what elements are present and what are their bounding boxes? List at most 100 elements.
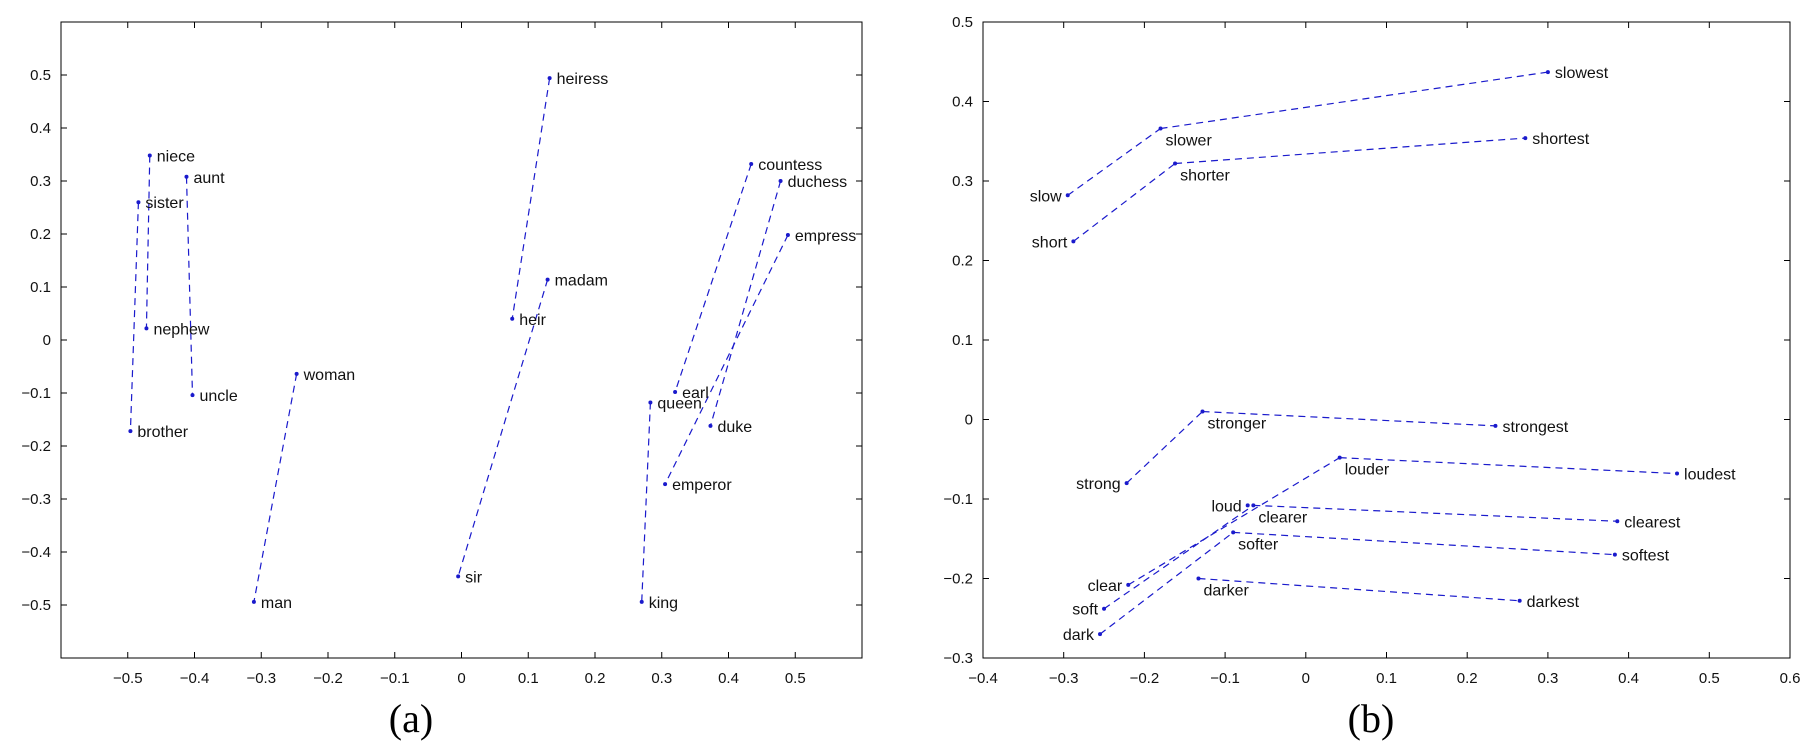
point-label-madam: madam: [555, 273, 608, 290]
point-label-loud: loud: [1211, 498, 1241, 515]
point-brother: [128, 429, 133, 434]
point-strongest: [1493, 423, 1498, 428]
point-label-sister: sister: [145, 195, 184, 212]
point-label-duchess: duchess: [788, 174, 848, 191]
segment-heiress-heir: [511, 78, 551, 319]
y-tick-label: 0.5: [30, 67, 51, 84]
point-label-shorter: shorter: [1180, 168, 1230, 185]
segment-soft-clearer: [1103, 504, 1254, 610]
point-darkest: [1517, 598, 1522, 603]
x-tick-label: −0.3: [246, 670, 276, 687]
point-madam: [545, 277, 550, 282]
point-label-brother: brother: [137, 424, 188, 441]
y-tick-label: −0.2: [21, 438, 51, 455]
point-label-countess: countess: [758, 157, 822, 174]
segment-stronger-strongest: [1202, 410, 1496, 427]
segment-duchess-duke: [709, 180, 782, 427]
point-label-clear: clear: [1088, 578, 1123, 595]
x-tick-label: 0.6: [1780, 670, 1801, 687]
x-tick-label: −0.1: [380, 670, 410, 687]
segment-madam-sir: [457, 279, 549, 577]
y-tick-label: 0.1: [952, 332, 973, 349]
x-tick-label: 0: [457, 670, 465, 687]
x-tick-label: 0.2: [585, 670, 606, 687]
point-label-king: king: [649, 595, 678, 612]
point-nephew: [144, 326, 149, 331]
point-niece: [147, 153, 152, 158]
point-label-queen: queen: [657, 396, 702, 413]
point-label-slower: slower: [1166, 133, 1213, 150]
segment-short-shorter: [1073, 163, 1176, 242]
y-tick-label: −0.3: [943, 650, 973, 667]
y-tick-label: −0.4: [21, 544, 51, 561]
segment-clearer-clearest: [1253, 504, 1618, 522]
point-strong: [1124, 481, 1129, 486]
segment-clear-louder: [1127, 457, 1341, 586]
point-label-clearer: clearer: [1258, 509, 1308, 526]
y-tick-label: 0.2: [30, 226, 51, 243]
panel-b: −0.4 −0.3 −0.2 −0.1 0 0.1 0.2 0.3 0.4 0.5 0.6 −0.3 −…: [943, 14, 1800, 741]
point-loudest: [1675, 471, 1680, 476]
x-tick-label: −0.4: [968, 670, 998, 687]
point-label-niece: niece: [157, 149, 195, 166]
point-slowest: [1545, 70, 1550, 75]
segment-strong-stronger: [1126, 411, 1203, 484]
point-loud: [1245, 503, 1250, 508]
point-label-softer: softer: [1238, 536, 1279, 553]
y-tick-label: −0.1: [21, 385, 51, 402]
point-label-woman: woman: [303, 367, 356, 384]
point-label-sir: sir: [465, 569, 483, 586]
point-stronger: [1200, 409, 1205, 414]
point-label-clearest: clearest: [1624, 514, 1681, 531]
x-tick-label: −0.4: [180, 670, 210, 687]
x-tick-label: 0.4: [718, 670, 739, 687]
point-label-slow: slow: [1030, 188, 1062, 205]
x-tick-label: 0.5: [1699, 670, 1720, 687]
point-uncle: [190, 393, 195, 398]
point-darker: [1196, 576, 1201, 581]
y-tick-label: 0: [965, 412, 973, 429]
point-heiress: [547, 76, 552, 81]
point-label-shortest: shortest: [1532, 131, 1589, 148]
x-tick-label: −0.2: [313, 670, 343, 687]
point-queen: [648, 400, 653, 405]
point-sir: [456, 574, 461, 579]
segment-softer-softest: [1233, 531, 1615, 556]
point-clearest: [1615, 519, 1620, 524]
segment-darker-darkest: [1198, 577, 1520, 602]
y-tick-label: 0.3: [30, 173, 51, 190]
segment-aunt-uncle: [185, 176, 194, 396]
segment-empress-emperor: [664, 234, 789, 485]
point-countess: [749, 162, 754, 167]
point-louder: [1337, 455, 1342, 460]
point-heir: [510, 316, 515, 321]
y-tick-label: 0.4: [952, 94, 973, 111]
x-tick-label: −0.3: [1049, 670, 1079, 687]
y-tick-label: 0.4: [30, 120, 51, 137]
x-tick-label: −0.1: [1210, 670, 1240, 687]
point-label-earl: earl: [682, 385, 709, 402]
segment-dark-softer: [1099, 531, 1234, 635]
point-shortest: [1523, 136, 1528, 141]
point-slow: [1065, 193, 1070, 198]
x-tick-label: 0.4: [1618, 670, 1639, 687]
segment-niece-nephew: [145, 155, 151, 329]
y-tick-label: −0.3: [21, 491, 51, 508]
point-label-softest: softest: [1622, 548, 1670, 565]
y-tick-label: 0: [43, 332, 51, 349]
point-label-stronger: stronger: [1208, 416, 1267, 433]
point-label-dark: dark: [1063, 627, 1095, 644]
segment-countess-earl: [674, 163, 752, 393]
point-label-loudest: loudest: [1684, 467, 1736, 484]
point-emperor: [663, 482, 668, 487]
point-label-strongest: strongest: [1502, 419, 1568, 436]
point-label-emperor: emperor: [672, 477, 732, 494]
point-softest: [1612, 552, 1617, 557]
point-aunt: [184, 174, 189, 179]
point-label-duke: duke: [717, 419, 752, 436]
y-tick-label: −0.5: [21, 597, 51, 614]
x-tick-label: 0.5: [785, 670, 806, 687]
point-sister: [136, 200, 141, 205]
x-tick-label: 0: [1302, 670, 1310, 687]
point-label-heir: heir: [519, 312, 546, 329]
